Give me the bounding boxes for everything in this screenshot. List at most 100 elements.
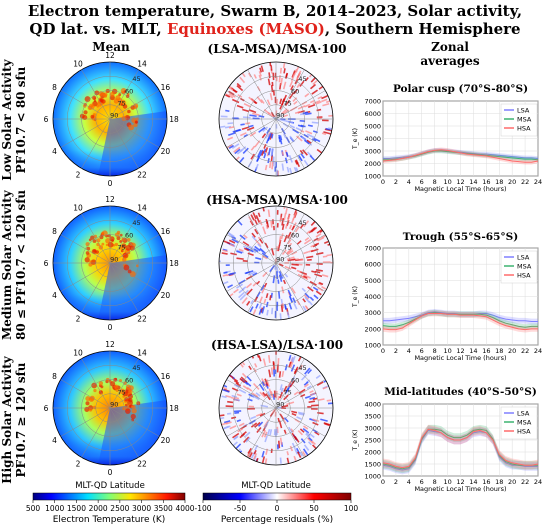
residual-streak: [255, 303, 259, 309]
residual-streak: [321, 274, 329, 278]
mlt-tick-label: 6: [44, 115, 49, 124]
residual-streak: [239, 76, 246, 84]
residual-streak: [255, 239, 262, 247]
y-tick-label: 3000: [364, 309, 381, 317]
row-label-low-line-2: PF10.7 < 80 sfu: [14, 66, 28, 174]
row-label-medium: Medium Solar Activity 80 ≤ PF10.7 < 120 s…: [0, 190, 30, 340]
residual-streak: [315, 374, 321, 379]
residual-streak: [253, 367, 257, 373]
hot-spot: [118, 93, 122, 96]
x-axis-label: Magnetic Local Time (hours): [414, 485, 506, 493]
title-part-3: , Southern Hemisphere: [324, 20, 521, 38]
temperature-colorbar-label: Electron Temperature (K): [53, 515, 166, 524]
mlt-tick-label: 10: [73, 60, 83, 69]
residual-streak: [260, 99, 265, 104]
hot-spot: [105, 88, 110, 94]
residual-streak: [303, 275, 308, 279]
x-tick-label: 4: [407, 178, 411, 186]
hot-spot: [92, 405, 97, 410]
legend-label: MSA: [517, 263, 532, 271]
residual-streak: [252, 309, 257, 316]
residual-streak: [265, 383, 269, 389]
latitude-tick-label: 90: [276, 256, 284, 264]
residual-streak: [258, 308, 262, 315]
residual-streak: [249, 114, 257, 118]
residual-streak: [286, 249, 292, 255]
residual-streak: [285, 120, 294, 124]
residual-streak: [285, 223, 288, 229]
residual-streak: [262, 207, 265, 212]
x-tick-label: 22: [521, 347, 529, 355]
residual-streak: [240, 132, 247, 137]
residual-streak: [243, 436, 250, 444]
y-tick-label: 3500: [364, 413, 381, 421]
residual-streak: [257, 212, 261, 217]
residual-streak: [264, 378, 269, 387]
x-tick-label: 22: [521, 478, 529, 486]
residual-streak: [276, 222, 279, 228]
residual-streak: [270, 148, 274, 156]
residual-streak: [271, 161, 274, 170]
mlt-tick-label: 16: [161, 227, 171, 236]
residual-streak: [321, 132, 327, 136]
residual-streak: [259, 149, 264, 157]
colorbar-tick-label: 2000: [89, 504, 108, 513]
residual-title-2: (HSA-MSA)/MSA·100: [206, 193, 348, 207]
residual-streak: [328, 114, 333, 117]
residual-streak: [287, 289, 292, 297]
residual-streak: [255, 392, 261, 397]
residual-streak: [293, 366, 299, 374]
residual-streak: [277, 245, 281, 252]
residual-streak: [290, 85, 294, 91]
x-tick-label: 16: [482, 478, 490, 486]
mlt-spoke: [247, 213, 277, 264]
row-label-high: High Solar Activity PF10.7 ≥ 120 sfu: [0, 350, 30, 490]
residual-streak: [311, 89, 319, 95]
mlt-spoke: [60, 118, 111, 148]
residual-streak: [313, 294, 319, 300]
hot-spot: [124, 403, 128, 407]
residual-streak: [283, 114, 288, 118]
row-label-high-line-1: High Solar Activity: [0, 356, 14, 484]
latitude-tick-label: 45: [298, 75, 306, 83]
residual-streak: [242, 260, 248, 263]
residual-streak: [256, 353, 260, 358]
hot-spot: [98, 381, 104, 386]
colorbar-tick-label: 2500: [110, 504, 129, 513]
x-tick-label: 12: [456, 478, 464, 486]
residual-streak: [284, 265, 292, 270]
hot-spot: [131, 405, 136, 410]
residual-streak: [310, 83, 317, 90]
mlt-spoke: [275, 358, 305, 409]
residual-streak: [285, 151, 289, 157]
residual-streak: [283, 68, 286, 74]
mlt-spoke: [275, 234, 326, 264]
residual-streak: [260, 284, 265, 291]
residual-streak: [267, 132, 272, 142]
residual-streak: [287, 239, 292, 245]
residual-streak: [289, 361, 294, 368]
residual-streak: [304, 77, 309, 82]
latitude-tick-label: 90: [110, 112, 118, 120]
residual-streak: [316, 108, 322, 112]
residual-streak: [225, 94, 231, 98]
hot-spot: [133, 105, 138, 109]
residual-streak: [288, 354, 292, 361]
mlt-spoke: [109, 234, 160, 264]
hot-spot: [86, 246, 91, 251]
residual-streak: [265, 448, 269, 455]
residual-streak: [235, 443, 242, 449]
residual-streak: [254, 245, 261, 252]
title-season: Equinoxes (MASO): [166, 20, 325, 38]
residual-streak: [254, 444, 259, 451]
x-tick-label: 16: [482, 178, 490, 186]
residual-streak: [244, 431, 251, 438]
hot-spot: [127, 398, 131, 402]
residual-streak: [309, 155, 315, 161]
residual-streak: [280, 304, 284, 312]
residual-streak: [250, 153, 255, 160]
residual-streak: [286, 166, 290, 173]
mlt-spoke: [275, 379, 326, 409]
residual-streak: [315, 290, 322, 296]
latitude-tick-label: 45: [132, 75, 140, 83]
